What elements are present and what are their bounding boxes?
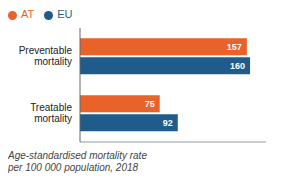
html-text:Age-standardised mortality rat: Age-standardised mortality rate <box>8 150 147 161</box>
html-text:per 100 000 population, 2018: per 100 000 population, 2018 <box>8 162 139 173</box>
svg-text:157: 157 <box>227 42 242 52</box>
svg-text:75: 75 <box>145 99 155 109</box>
svg-text:Preventablemortality: Preventablemortality <box>19 45 73 67</box>
svg-text:160: 160 <box>230 61 245 71</box>
svg-text:92: 92 <box>163 118 173 128</box>
html-text:EU: EU <box>57 8 73 20</box>
svg-text:Treatablemortality: Treatablemortality <box>30 102 72 124</box>
html-text:AT: AT <box>21 8 35 20</box>
